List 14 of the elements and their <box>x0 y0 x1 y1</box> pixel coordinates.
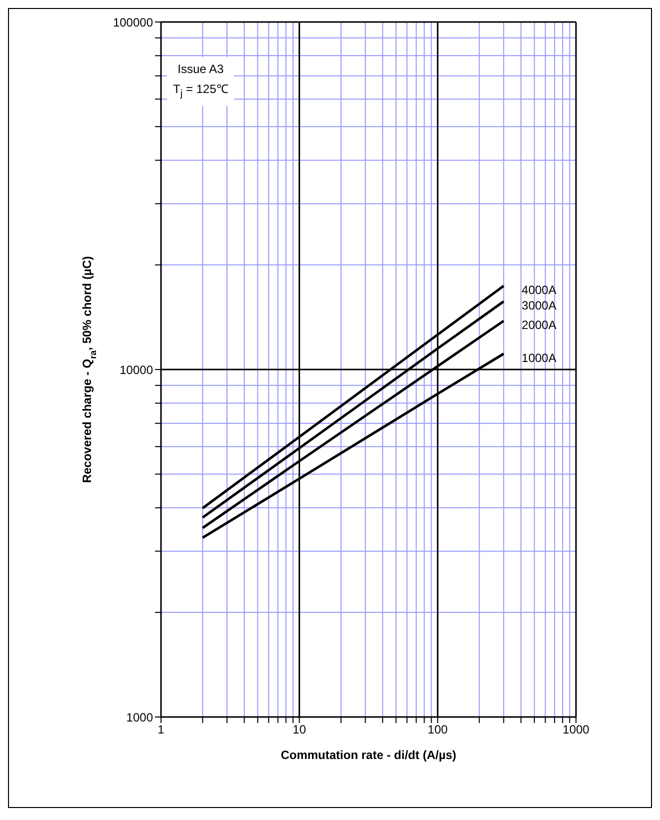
y-tick-label: 10000 <box>120 362 154 377</box>
annotation: T$_{j}$ = 125℃ <box>173 81 228 102</box>
series-label: 4000A <box>522 282 556 297</box>
series-label: 1000A <box>522 350 556 365</box>
x-tick-label: 100 <box>428 722 448 737</box>
x-tick-label: 10 <box>292 722 306 737</box>
series-label: 2000A <box>522 318 556 332</box>
x-tick-label: 1 <box>158 722 165 737</box>
series-label: 3000A <box>522 298 556 312</box>
y-tick-label: 1000 <box>126 710 154 724</box>
annotation: Issue A3 <box>176 61 225 78</box>
y-tick-label: 100000 <box>112 15 154 30</box>
x-tick-label: 1000 <box>562 722 590 737</box>
x-axis-title: Commutation rate - di/dt (A/µs) <box>280 748 456 762</box>
